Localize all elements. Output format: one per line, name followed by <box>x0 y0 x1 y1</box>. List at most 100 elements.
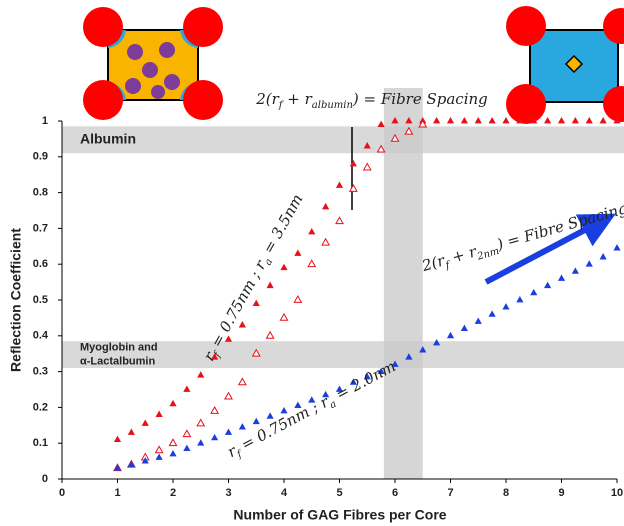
annotation-part: albumin <box>312 100 353 111</box>
x-tick-label: 9 <box>558 487 564 499</box>
point <box>253 418 260 424</box>
point <box>183 386 190 392</box>
icon-right <box>506 6 624 124</box>
point <box>225 393 232 399</box>
point <box>433 117 440 123</box>
point <box>364 164 371 170</box>
x-axis-label: Number of GAG Fibres per Core <box>233 507 446 523</box>
y-axis-label: Reflection Coefficient <box>8 228 24 372</box>
point <box>600 253 607 259</box>
point <box>156 454 163 460</box>
x-tick-label: 3 <box>225 487 231 499</box>
point <box>461 117 468 123</box>
point <box>280 264 287 270</box>
x-tick-label: 0 <box>59 487 65 499</box>
x-tick-label: 1 <box>114 487 120 499</box>
band-label: Albumin <box>80 130 136 146</box>
point <box>447 332 454 338</box>
point <box>142 420 149 426</box>
point <box>586 260 593 266</box>
band <box>384 88 423 479</box>
bands <box>62 88 624 479</box>
point <box>267 412 274 418</box>
point <box>322 239 329 245</box>
point <box>128 428 135 434</box>
point <box>239 321 246 327</box>
point <box>169 400 176 406</box>
point <box>336 217 343 223</box>
chart: Number of GAG Fibres per Core Reflection… <box>0 0 624 526</box>
x-tick-label: 10 <box>611 487 623 499</box>
point <box>558 117 565 123</box>
band-label: α-Lactalbumin <box>80 356 155 368</box>
point <box>169 450 176 456</box>
point <box>378 121 385 127</box>
point <box>530 289 537 295</box>
point <box>239 423 246 429</box>
point <box>280 314 287 320</box>
annotation-part: = 3.5nm <box>257 191 307 261</box>
x-tick-label: 4 <box>281 487 288 499</box>
point <box>461 325 468 331</box>
annotation-part: 2nm <box>475 246 500 263</box>
point <box>544 117 551 123</box>
point <box>613 244 620 250</box>
point <box>586 117 593 123</box>
point <box>197 439 204 445</box>
point <box>489 117 496 123</box>
point <box>197 420 204 426</box>
point <box>502 303 509 309</box>
point <box>336 181 343 187</box>
point <box>169 439 176 445</box>
y-tick-label: 0.5 <box>33 294 48 306</box>
point <box>267 282 274 288</box>
point <box>156 411 163 417</box>
y-tick-label: 0.2 <box>33 401 48 413</box>
point <box>253 300 260 306</box>
y-tick-label: 0.1 <box>33 437 48 449</box>
x-tick-label: 2 <box>170 487 176 499</box>
annotation: 2(rf + ralbumin) = Fibre Spacing <box>255 90 488 111</box>
point <box>558 275 565 281</box>
annotation-part: ) = Fibre Spacing <box>352 90 488 108</box>
point <box>183 445 190 451</box>
point <box>114 464 121 470</box>
annotation-part: 2(r <box>255 90 279 108</box>
point <box>322 203 329 209</box>
x-tick-label: 7 <box>447 487 453 499</box>
point <box>600 117 607 123</box>
y-tick-label: 0.4 <box>33 330 49 342</box>
annotation-part: + r <box>445 242 479 268</box>
point <box>183 430 190 436</box>
point <box>211 434 218 440</box>
point <box>544 282 551 288</box>
point <box>502 117 509 123</box>
annotation: rf = 0.75nm ; ra = 3.5nm <box>200 191 309 365</box>
point <box>572 117 579 123</box>
annotation-part: 2(r <box>419 251 447 275</box>
point <box>294 249 301 255</box>
point <box>197 371 204 377</box>
point <box>211 407 218 413</box>
point <box>516 296 523 302</box>
y-tick-label: 0.3 <box>33 366 48 378</box>
point <box>350 160 357 166</box>
y-tick-label: 0.7 <box>33 222 48 234</box>
annotation-part: = 0.75nm ; r <box>234 392 332 456</box>
point <box>156 446 163 452</box>
point <box>475 317 482 323</box>
annotation-part: = 0.75nm ; r <box>205 257 270 355</box>
point <box>128 461 135 467</box>
x-tick-label: 5 <box>336 487 342 499</box>
point <box>475 117 482 123</box>
icon-left <box>83 7 223 120</box>
x-tick-label: 8 <box>503 487 509 499</box>
x-tick-label: 6 <box>392 487 398 499</box>
y-tick-label: 0 <box>42 473 48 485</box>
band-label: Myoglobin and <box>80 342 158 354</box>
y-tick-label: 1 <box>42 115 48 127</box>
point <box>114 436 121 442</box>
point <box>267 332 274 338</box>
annotation: rf = 0.75nm ; ra = 2.0nm <box>224 357 400 464</box>
point <box>572 267 579 273</box>
